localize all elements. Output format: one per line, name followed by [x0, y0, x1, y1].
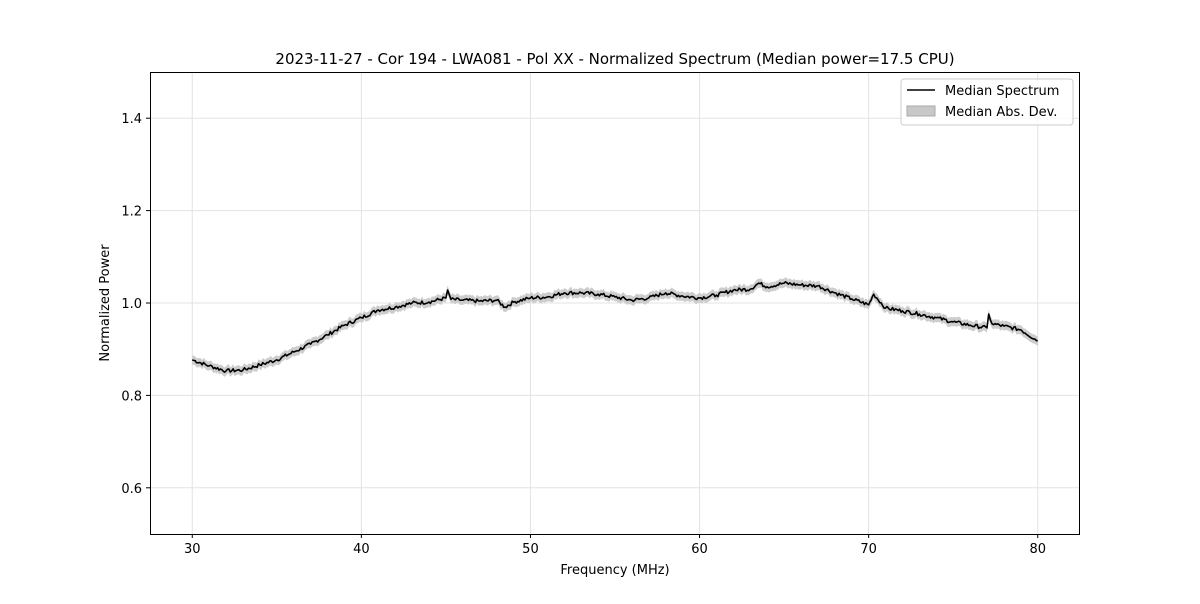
y-tick-label: 0.6	[121, 482, 142, 497]
ticks: 30 40 50 60 70 80 0.6 0.8 1.0 1.2 1.4	[121, 112, 1046, 557]
plot-frame	[150, 72, 1080, 535]
legend: Median Spectrum Median Abs. Dev.	[900, 78, 1074, 126]
chart-title: 2023-11-27 - Cor 194 - LWA081 - Pol XX -…	[275, 50, 954, 68]
mad-band	[192, 277, 1038, 377]
y-tick-label: 1.2	[121, 205, 142, 220]
x-tick-label: 80	[1029, 542, 1046, 557]
y-tick-label: 1.4	[121, 112, 142, 127]
median-line-group	[191, 281, 1038, 373]
median-spectrum-line	[191, 281, 1038, 373]
x-tick-label: 30	[184, 542, 201, 557]
mad-band-group	[192, 277, 1038, 377]
x-tick-label: 70	[860, 542, 877, 557]
x-tick-label: 60	[691, 542, 708, 557]
x-tick-label: 50	[522, 542, 539, 557]
x-tick-label: 40	[353, 542, 370, 557]
x-axis-label: Frequency (MHz)	[560, 563, 669, 578]
grid	[150, 72, 1080, 534]
legend-label-median: Median Spectrum	[945, 84, 1059, 99]
y-axis-label: Normalized Power	[98, 244, 113, 362]
y-tick-label: 0.8	[121, 389, 142, 404]
y-tick-label: 1.0	[121, 297, 142, 312]
legend-box	[900, 78, 1074, 126]
legend-label-mad: Median Abs. Dev.	[945, 105, 1057, 120]
legend-band-swatch	[906, 105, 936, 117]
